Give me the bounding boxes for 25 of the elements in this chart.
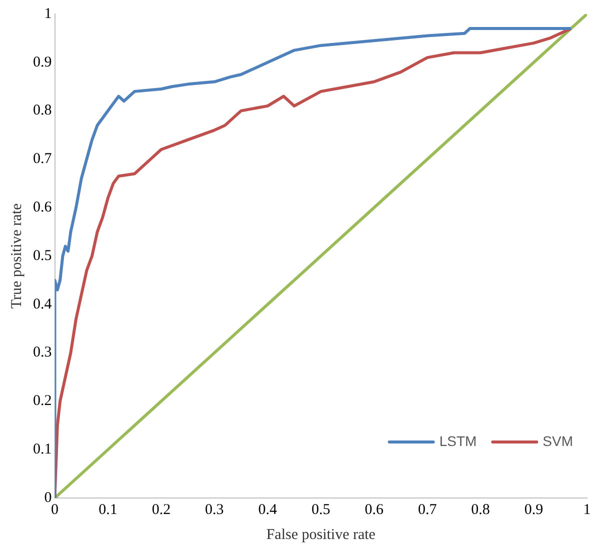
- x-tick-label: 0.7: [418, 502, 438, 518]
- x-tick-label: 0.9: [524, 502, 544, 518]
- y-tick-label: 0.1: [33, 442, 52, 458]
- y-tick-label: 0.2: [33, 393, 52, 410]
- x-tick-label: 1: [583, 502, 591, 518]
- y-tick-label: 0.6: [33, 200, 52, 216]
- x-tick-label: 0.1: [98, 502, 118, 518]
- legend-label: SVM: [542, 432, 574, 449]
- x-tick-label: 0.5: [312, 502, 330, 518]
- y-tick-label: 1: [44, 6, 52, 22]
- y-tick-label: 0.8: [33, 102, 52, 119]
- y-tick-label: 0.7: [33, 151, 52, 168]
- x-axis-title: False positive rate: [266, 526, 376, 543]
- x-tick-label: 0.8: [471, 502, 490, 518]
- y-axis-title: True positive rate: [8, 203, 25, 309]
- y-tick-label: 0: [44, 490, 52, 506]
- x-tick-label: 0.4: [258, 502, 278, 518]
- y-tick-label: 0.3: [33, 344, 52, 361]
- x-tick-label: 0.2: [152, 502, 171, 518]
- y-tick-label: 0.5: [33, 248, 52, 264]
- x-tick-label: 0.6: [364, 502, 384, 518]
- x-tick-label: 0.3: [205, 502, 224, 518]
- y-tick-label: 0.4: [33, 296, 52, 312]
- y-tick-label: 0.9: [33, 54, 52, 70]
- legend-label: LSTM: [439, 432, 477, 449]
